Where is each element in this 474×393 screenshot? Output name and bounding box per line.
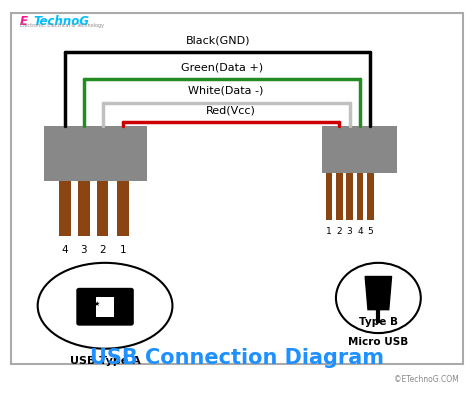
Text: Micro USB: Micro USB <box>348 337 409 347</box>
Polygon shape <box>365 277 392 310</box>
Text: 5: 5 <box>367 226 373 235</box>
Text: Green(Data +): Green(Data +) <box>181 62 263 72</box>
Text: 1: 1 <box>119 245 126 255</box>
Text: ©ETechnoG.COM: ©ETechnoG.COM <box>394 375 458 384</box>
Bar <box>367 173 374 220</box>
Text: White(Data -): White(Data -) <box>189 86 264 96</box>
Bar <box>322 126 397 173</box>
Bar <box>117 181 128 235</box>
Bar <box>78 181 90 235</box>
Text: 2: 2 <box>337 226 342 235</box>
Bar <box>346 173 353 220</box>
Text: USB Connection Diagram: USB Connection Diagram <box>90 349 384 369</box>
Text: USB Type A: USB Type A <box>70 356 140 367</box>
FancyBboxPatch shape <box>11 13 463 364</box>
FancyBboxPatch shape <box>76 288 134 326</box>
Text: 2: 2 <box>100 245 106 255</box>
Text: 3: 3 <box>81 245 87 255</box>
Bar <box>97 181 109 235</box>
Bar <box>96 297 115 317</box>
Text: TechnoG: TechnoG <box>34 15 90 28</box>
Text: 3: 3 <box>347 226 353 235</box>
Text: 1: 1 <box>326 226 332 235</box>
Text: Electronic, Electrical & Technology: Electronic, Electrical & Technology <box>20 23 104 28</box>
Text: E: E <box>20 15 28 28</box>
Text: ★: ★ <box>93 301 100 307</box>
Bar <box>326 173 332 220</box>
Bar <box>336 173 343 220</box>
Bar <box>59 181 71 235</box>
Bar <box>44 126 147 181</box>
Text: Red(Vcc): Red(Vcc) <box>206 105 256 115</box>
Text: 4: 4 <box>62 245 68 255</box>
Bar <box>357 173 363 220</box>
Text: 4: 4 <box>357 226 363 235</box>
Text: Black(GND): Black(GND) <box>185 35 250 45</box>
Text: Type B: Type B <box>359 318 398 327</box>
